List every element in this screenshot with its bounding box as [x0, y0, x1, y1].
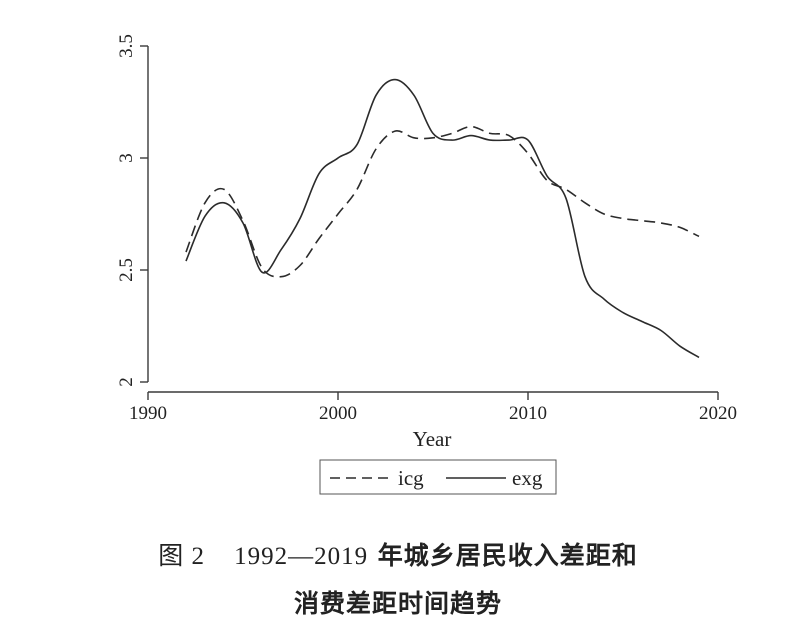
- y-axis: 2 2.5 3 3.5: [116, 34, 149, 387]
- x-tick-group: 1990 2000 2010 2020: [129, 392, 737, 424]
- caption-title-part-2: 消费差距时间趋势: [293, 589, 502, 618]
- legend-label-exg: exg: [512, 466, 543, 490]
- x-tick-label: 2020: [699, 403, 737, 424]
- series-line-icg: [185, 125, 700, 278]
- y-tick-label: 3: [116, 153, 137, 163]
- x-tick-label: 1990: [129, 403, 167, 424]
- x-axis-title: Year: [413, 427, 452, 451]
- y-tick-label: 2.5: [116, 258, 137, 282]
- y-tick-label: 3.5: [116, 34, 137, 58]
- legend-box: [319, 459, 557, 495]
- legend: icg exg: [319, 459, 557, 495]
- x-tick-label: 2000: [319, 403, 357, 424]
- x-axis: 1990 2000 2010 2020: [129, 391, 737, 424]
- series-line-exg: [185, 78, 700, 359]
- caption-years: 1992—2019: [234, 543, 369, 570]
- caption-title-part-1: 年城乡居民收入差距和: [377, 541, 638, 570]
- figure-label: 图 2: [158, 543, 205, 570]
- series-group: [185, 78, 700, 359]
- figure-caption-line-1: 图 2 1992—2019 年城乡居民收入差距和: [0, 536, 796, 572]
- y-tick-label: 2: [116, 377, 137, 387]
- y-tick-group: 2 2.5 3 3.5: [116, 34, 148, 387]
- figure-caption-line-2: 消费差距时间趋势: [0, 584, 796, 620]
- x-tick-label: 2010: [509, 403, 547, 424]
- legend-label-icg: icg: [398, 466, 424, 490]
- line-chart: 2 2.5 3 3.5 1990 2000 2010 2020 Year icg exg: [116, 34, 737, 495]
